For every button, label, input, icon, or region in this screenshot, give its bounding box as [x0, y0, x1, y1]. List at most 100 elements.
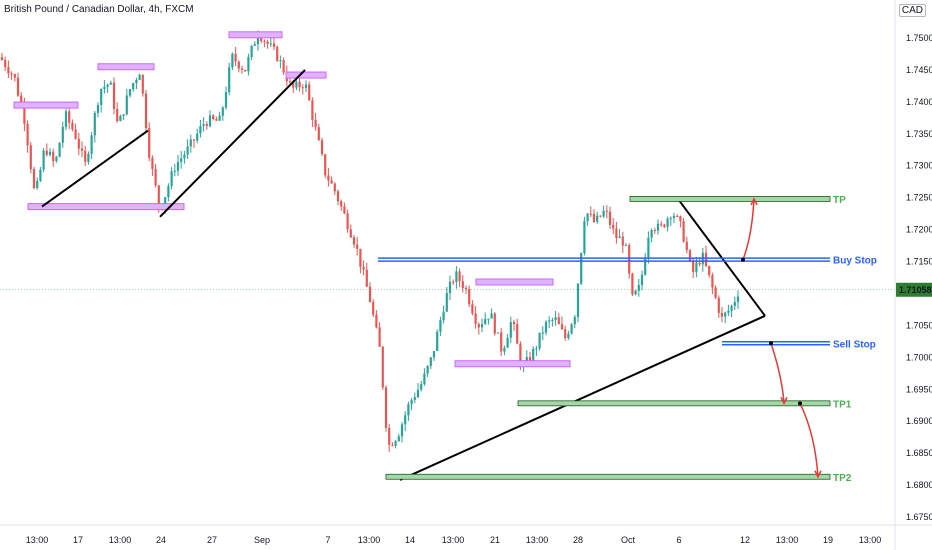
y-tick-label: 1.74000 [906, 97, 932, 107]
candle-body [349, 229, 352, 238]
candle-body [455, 271, 458, 283]
x-tick-label: Sep [254, 535, 270, 545]
candle-body [660, 223, 663, 225]
candle-body [167, 186, 170, 198]
trendline [41, 129, 149, 208]
candle-body [647, 237, 650, 259]
candle-body [650, 229, 653, 238]
candle-body [36, 180, 39, 189]
candle-body [135, 79, 138, 84]
arrow-dot [741, 257, 745, 262]
candle-body [359, 248, 362, 267]
candle-body [356, 244, 359, 249]
current-price-tag [896, 282, 932, 297]
arrow-head [814, 470, 822, 479]
target-arrow [742, 198, 755, 260]
candle-body [666, 218, 669, 227]
candle-body [727, 310, 730, 313]
candle-body [256, 35, 260, 45]
candle-body [247, 57, 250, 72]
levels: TP Buy Stop Sell Stop TP1 TP2 [378, 195, 877, 484]
candle-body [7, 67, 10, 74]
candle-body [621, 236, 624, 246]
candle-body [384, 387, 388, 428]
candle-body [196, 133, 199, 141]
candle-body [144, 93, 148, 129]
candle-body [605, 210, 608, 212]
candle-body [311, 100, 314, 120]
candle-body [599, 215, 602, 217]
x-tick-label: 12 [740, 535, 750, 545]
arrow-head [780, 396, 788, 405]
candle-body [560, 324, 564, 330]
candle-body [624, 245, 628, 247]
candle-body [567, 333, 570, 339]
candle-body [564, 329, 567, 339]
candle-body [583, 221, 586, 253]
target-arrow [799, 402, 819, 477]
candle-body [234, 53, 237, 62]
candle-body [16, 77, 20, 96]
y-tick-label: 1.74500 [906, 65, 932, 75]
candle-body [484, 318, 487, 325]
candle-body [84, 150, 87, 162]
candle-body [634, 290, 637, 295]
candle-body [375, 314, 378, 328]
candle-body [458, 271, 461, 282]
candle-body [346, 213, 349, 230]
candle-body [378, 327, 381, 347]
candle-body [631, 273, 634, 295]
candle-body [733, 301, 736, 306]
candle-body [77, 138, 80, 149]
candle-body [55, 156, 58, 162]
zone-box [13, 101, 79, 109]
candle-body [688, 250, 692, 261]
y-tick-label: 1.73500 [906, 129, 932, 139]
candle-body [20, 95, 23, 105]
target-arrow [770, 343, 785, 404]
candle-body [692, 260, 695, 272]
candle-body [23, 104, 26, 124]
candle-body [493, 313, 496, 334]
currency-badge[interactable]: CAD [898, 4, 926, 17]
candle-body [151, 157, 154, 169]
candle-body [711, 275, 714, 288]
candle-body [573, 316, 576, 325]
zone-box [97, 63, 155, 71]
candle-body [4, 60, 7, 68]
candle-body [695, 262, 698, 272]
zone-box [285, 71, 327, 79]
candle-body [596, 215, 599, 222]
candle-body [336, 191, 340, 202]
candle-body [410, 399, 413, 405]
candle-body [436, 331, 439, 351]
candle-body [628, 245, 631, 274]
candle-body [269, 43, 272, 45]
y-tick-label: 1.72500 [906, 193, 932, 203]
candle-body [13, 74, 16, 78]
candle-body [64, 111, 68, 127]
candle-body [215, 118, 218, 121]
candle-body [720, 312, 724, 317]
candle-body [602, 210, 605, 217]
candle-body [138, 74, 141, 80]
candle-body [381, 346, 384, 388]
candle-body [736, 296, 740, 302]
candle-body [708, 265, 711, 276]
candle-body [180, 158, 183, 162]
candle-body [496, 332, 500, 334]
candle-body [292, 81, 295, 88]
level-label: TP2 [833, 473, 852, 484]
y-tick-label: 1.67500 [906, 512, 932, 522]
candle-body [68, 111, 71, 123]
x-tick-label: 13:00 [109, 535, 132, 545]
candle-body [672, 215, 676, 219]
candle-body [608, 211, 612, 225]
candle-body [570, 324, 573, 334]
candle-body [221, 107, 224, 116]
candle-body [589, 213, 592, 215]
candle-body [314, 119, 317, 128]
y-tick-label: 1.70000 [906, 352, 932, 362]
y-tick-label: 1.72000 [906, 225, 932, 235]
